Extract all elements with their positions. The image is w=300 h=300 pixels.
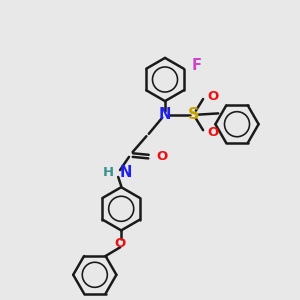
- Text: S: S: [188, 107, 199, 122]
- Text: O: O: [114, 237, 125, 250]
- Text: O: O: [208, 90, 219, 103]
- Text: H: H: [103, 166, 114, 179]
- Text: O: O: [156, 150, 167, 163]
- Text: O: O: [208, 126, 219, 139]
- Text: F: F: [192, 58, 202, 73]
- Text: N: N: [159, 107, 171, 122]
- Text: N: N: [119, 165, 132, 180]
